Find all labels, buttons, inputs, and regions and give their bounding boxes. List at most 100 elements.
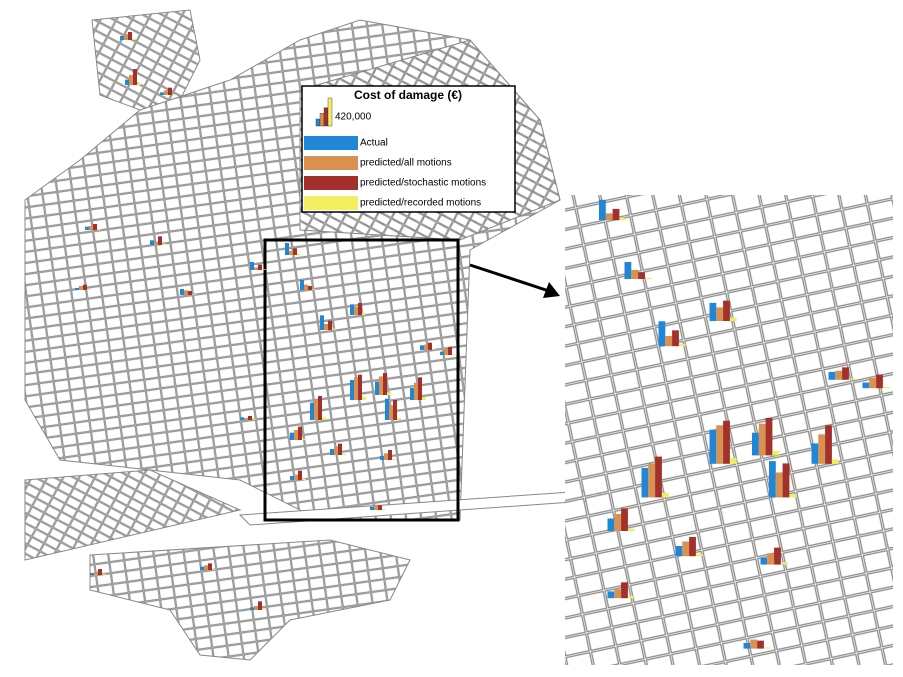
damage-bar — [318, 396, 322, 420]
damage-bar — [362, 313, 366, 315]
zoom-damage-bar — [782, 463, 790, 498]
damage-bar — [330, 449, 334, 455]
zoom-damage-bar — [760, 557, 768, 565]
damage-bar — [89, 226, 93, 230]
damage-bar — [350, 304, 354, 315]
zoom-damage-bar — [709, 302, 717, 321]
zoom-damage-bar — [672, 330, 679, 347]
damage-bar — [168, 87, 172, 95]
damage-bar — [285, 243, 289, 255]
damage-bar — [75, 288, 79, 290]
damage-bar — [250, 607, 254, 610]
zoom-damage-bar — [811, 443, 819, 464]
zoom-damage-bar — [675, 546, 683, 557]
damage-bar — [83, 284, 87, 290]
zoom-damage-bar — [614, 589, 622, 599]
zoom-damage-bar — [716, 307, 724, 321]
zoom-damage-bar — [658, 321, 666, 347]
damage-bar — [385, 398, 389, 420]
damage-bar — [370, 506, 374, 510]
damage-bar — [120, 36, 124, 40]
zoom-damage-bar — [848, 378, 856, 380]
damage-bar — [87, 289, 91, 290]
legend-reference-bar — [319, 113, 325, 127]
zoom-damage-bar — [682, 541, 690, 557]
damage-bar — [448, 347, 452, 355]
damage-bar — [338, 443, 342, 455]
damage-bar — [133, 69, 137, 85]
damage-bar — [383, 373, 387, 395]
zoom-damage-bar — [661, 492, 669, 498]
damage-bar — [397, 418, 401, 420]
zoom-damage-bar — [627, 595, 635, 599]
zoom-damage-bar — [695, 553, 703, 557]
damage-bar — [250, 262, 254, 270]
zoom-damage-bar — [775, 472, 783, 498]
zoom-damage-bar — [752, 432, 759, 456]
zoom-damage-bar — [763, 647, 771, 649]
damage-bar — [414, 382, 418, 400]
damage-bar — [322, 417, 326, 420]
damage-bar — [320, 315, 324, 330]
damage-bar — [297, 253, 301, 255]
damage-bar — [392, 458, 396, 460]
zoom-damage-bar — [689, 536, 696, 557]
damage-bar — [358, 303, 362, 315]
damage-bar — [389, 405, 393, 420]
zoom-damage-bar — [831, 459, 839, 464]
zoom-damage-bar — [648, 463, 656, 498]
damage-bar — [192, 294, 196, 295]
zoom-damage-bar — [780, 562, 788, 565]
damage-bar — [293, 248, 297, 255]
damage-bar — [204, 565, 208, 570]
damage-bar — [258, 601, 262, 610]
damage-bar — [290, 432, 294, 440]
zoom-damage-bar — [607, 518, 615, 531]
damage-bar — [262, 269, 266, 270]
damage-bar — [332, 328, 336, 330]
damage-bar — [98, 569, 102, 575]
damage-bar — [212, 569, 216, 570]
legend-swatch — [304, 136, 358, 150]
legend-label: predicted/recorded motions — [360, 198, 481, 209]
damage-bar — [452, 354, 456, 355]
legend-reference-bar — [323, 107, 329, 127]
damage-bar — [378, 505, 382, 510]
damage-bar — [422, 397, 426, 400]
zoom-damage-bar — [716, 425, 724, 464]
damage-bar — [262, 609, 266, 610]
damage-bar — [129, 75, 133, 85]
zoom-damage-bar — [605, 213, 613, 221]
zoom-damage-bar — [862, 382, 870, 389]
damage-bar — [188, 291, 192, 295]
zoom-damage-bar — [750, 639, 758, 649]
zoom-damage-bar — [709, 429, 717, 464]
damage-bar — [358, 374, 362, 400]
zoom-damage-bar — [743, 642, 751, 649]
legend-swatch — [304, 176, 358, 190]
damage-bar — [308, 286, 312, 290]
zoom-damage-bar — [627, 528, 635, 531]
damage-bar — [132, 38, 136, 40]
damage-bar — [342, 453, 346, 455]
damage-bar — [420, 345, 424, 350]
zoom-damage-bar — [621, 582, 628, 599]
damage-bar — [354, 377, 358, 400]
zoom-damage-bar — [869, 378, 877, 389]
zoom-bar-clusters — [599, 199, 890, 649]
legend-label: predicted/stochastic motions — [360, 178, 486, 189]
zoom-damage-bar — [665, 336, 673, 347]
damage-bar — [154, 241, 158, 245]
zoom-damage-bar — [828, 371, 836, 380]
damage-bar — [172, 94, 176, 95]
damage-bar — [310, 402, 314, 420]
damage-bar — [300, 280, 304, 290]
damage-bar — [90, 573, 94, 575]
damage-bar — [384, 453, 388, 460]
zoom-damage-bar — [621, 508, 628, 531]
damage-bar — [162, 243, 166, 245]
zoom-damage-bar — [769, 461, 776, 498]
zoom-damage-bar — [624, 262, 632, 279]
damage-bar — [254, 267, 258, 270]
damage-bar — [254, 606, 258, 610]
